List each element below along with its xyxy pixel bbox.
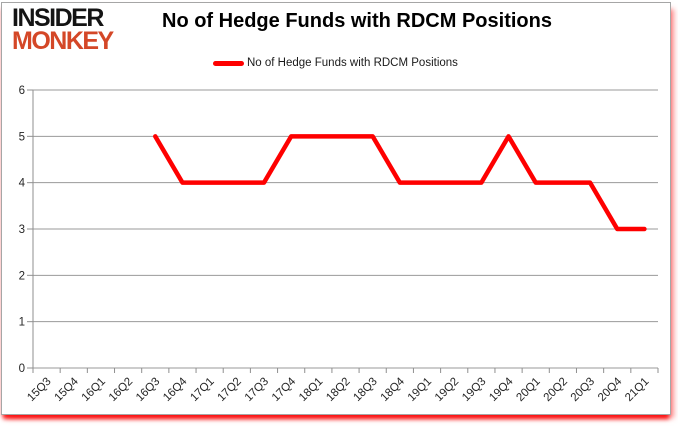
chart-title: No of Hedge Funds with RDCM Positions [162,10,552,32]
x-tick-label: 17Q3 [243,376,271,404]
logo-insider-text: INSIDER [12,4,104,32]
legend-label: No of Hedge Funds with RDCM Positions [247,57,458,69]
y-tick-label: 0 [19,363,25,375]
legend: No of Hedge Funds with RDCM Positions [213,56,458,70]
x-tick-label: 18Q1 [297,376,325,404]
y-tick-label: 4 [19,178,26,190]
y-tick-label: 3 [19,224,25,236]
x-tick-label: 20Q3 [569,376,597,404]
x-tick-label: 16Q4 [161,375,190,404]
x-tick-label: 19Q1 [406,376,434,404]
x-tick-label: 18Q2 [324,376,352,404]
x-tick-label: 18Q3 [351,376,379,404]
x-tick-label: 15Q4 [52,375,81,404]
x-tick-label: 20Q4 [596,375,625,404]
x-tick-label: 17Q1 [188,376,216,404]
x-tick-label: 17Q4 [270,375,299,404]
y-tick-label: 1 [19,317,25,329]
x-tick-label: 16Q2 [107,376,135,404]
y-tick-label: 5 [19,131,25,143]
x-tick-label: 18Q4 [379,375,408,404]
insider-monkey-logo: INSIDER MONKEY [12,4,114,55]
x-tick-label: 16Q3 [134,376,162,404]
x-tick-label: 19Q4 [487,375,516,404]
x-tick-label: 21Q1 [623,376,651,404]
legend-line-swatch [213,60,244,66]
series-line [153,134,647,232]
x-tick-label: 19Q2 [433,376,461,404]
y-tick-label: 6 [19,85,25,97]
x-tick-label: 17Q2 [216,376,244,404]
x-tick-label: 20Q1 [514,376,542,404]
x-tick-label: 20Q2 [542,376,570,404]
x-tick-label: 19Q3 [460,376,488,404]
logo-monkey-text: MONKEY [12,27,114,55]
y-tick-label: 2 [19,270,25,282]
x-tick-label: 16Q1 [80,376,108,404]
chart-frame [1,2,671,415]
x-tick-label: 15Q3 [25,376,53,404]
